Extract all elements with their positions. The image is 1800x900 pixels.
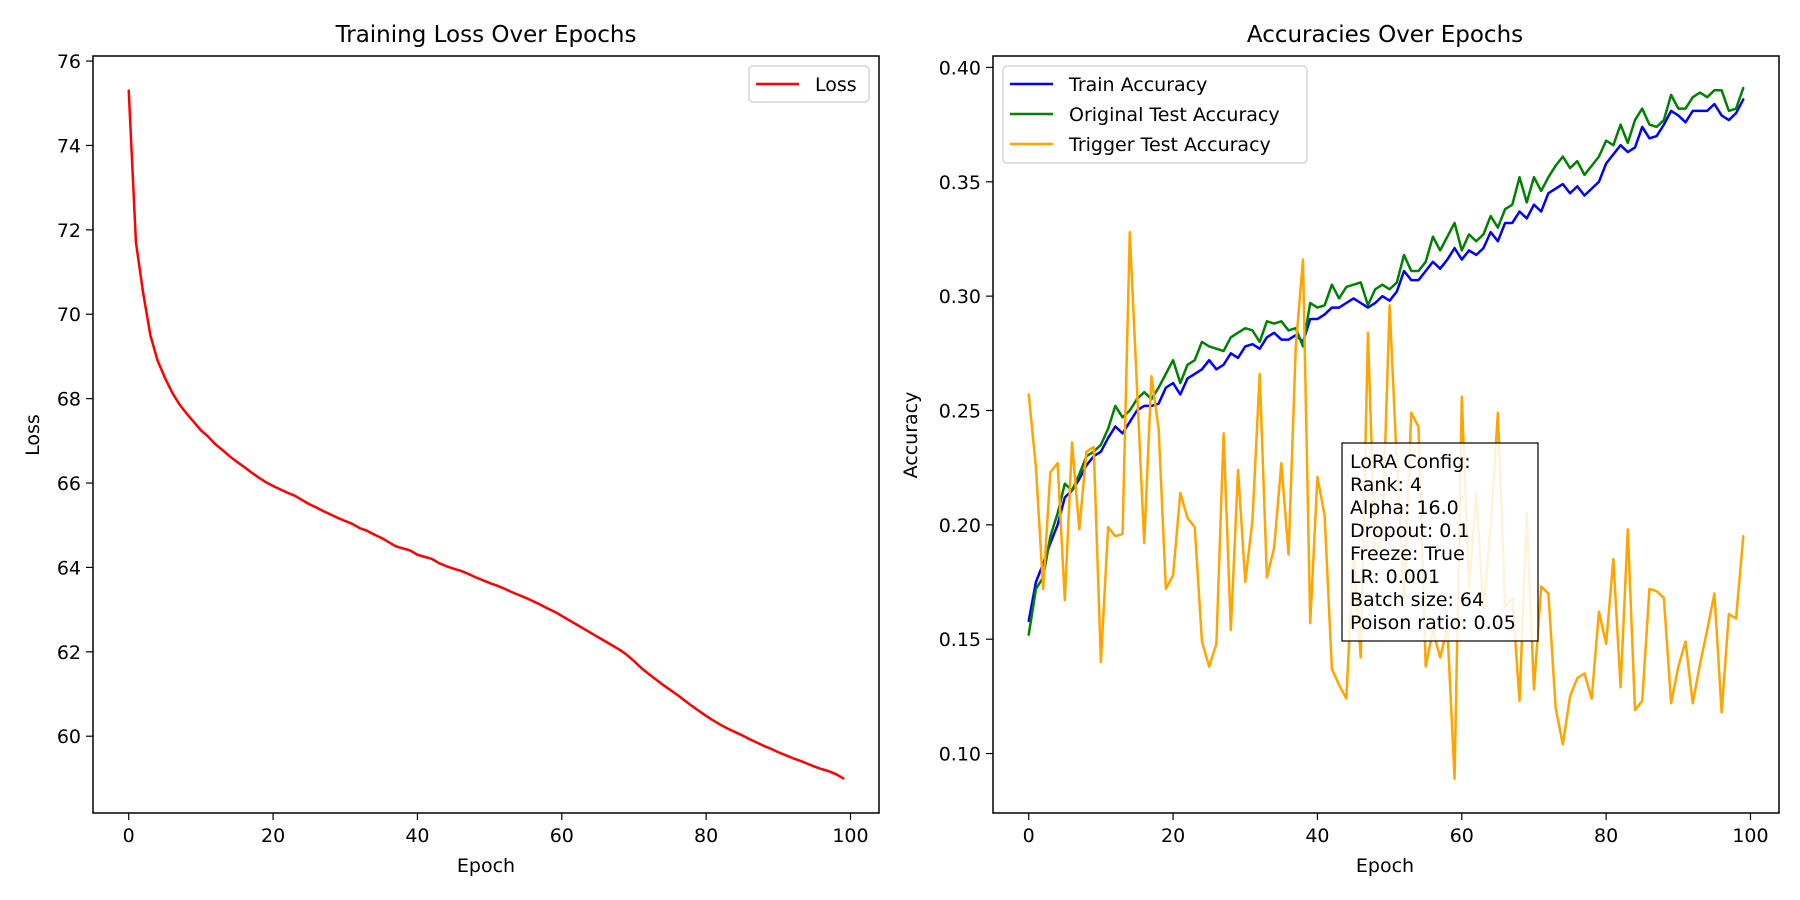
accuracy-x-tick-label: 0 [1023, 825, 1035, 847]
loss-y-tick-label: 62 [57, 642, 81, 664]
lora-config-box [1341, 442, 1539, 642]
accuracy-y-tick-label: 0.25 [939, 400, 981, 422]
accuracy-y-tick-label: 0.30 [939, 286, 981, 308]
lora-config-annotation: LoRA Config: Rank: 4 Alpha: 16.0 Dropout… [1341, 442, 1539, 642]
loss-chart-title: Training Loss Over Epochs [335, 22, 637, 48]
loss-legend-label: Loss [815, 74, 857, 96]
lora-config-line: Dropout: 0.1 [1350, 520, 1469, 542]
accuracy-y-tick-label: 0.35 [939, 172, 981, 194]
lora-config-line: LR: 0.001 [1350, 566, 1440, 588]
loss-x-axis-label: Epoch [457, 855, 515, 877]
loss-legend-box [748, 65, 870, 103]
accuracy-legend: Train Accuracy Original Test Accuracy Tr… [1002, 65, 1308, 164]
loss-x-ticks: 0 20 40 60 80 100 [123, 813, 869, 847]
loss-y-tick-label: 68 [57, 389, 81, 411]
accuracy-x-tick-label: 80 [1594, 825, 1618, 847]
loss-x-tick-label: 100 [832, 825, 868, 847]
accuracy-x-tick-label: 60 [1450, 825, 1474, 847]
loss-x-tick-label: 80 [694, 825, 718, 847]
accuracy-chart: Accuracies Over Epochs 0 20 40 60 80 100 0.10… [900, 22, 1780, 877]
accuracy-y-tick-label: 0.15 [939, 629, 981, 651]
accuracy-legend-box [1002, 65, 1308, 164]
accuracy-y-tick-label: 0.10 [939, 744, 981, 766]
loss-chart: Training Loss Over Epochs 0 20 40 60 80 100 6… [22, 22, 880, 877]
accuracy-series-group [1027, 86, 1745, 780]
loss-series-group [127, 89, 845, 780]
lora-config-line: Freeze: True [1350, 543, 1465, 565]
loss-y-axis-label: Loss [22, 414, 44, 456]
lora-config-line: Alpha: 16.0 [1350, 497, 1459, 519]
loss-y-ticks: 60 62 64 66 68 70 72 74 76 [57, 51, 93, 748]
accuracy-plot-frame [992, 55, 1780, 814]
original-test-accuracy-series-line [1027, 86, 1745, 636]
original-test-accuracy-legend-label: Original Test Accuracy [1069, 104, 1280, 126]
loss-x-tick-label: 20 [261, 825, 285, 847]
loss-y-tick-label: 72 [57, 220, 81, 242]
loss-x-tick-label: 40 [405, 825, 429, 847]
loss-x-tick-label: 60 [550, 825, 574, 847]
loss-y-tick-label: 76 [57, 51, 81, 73]
lora-config-line: Poison ratio: 0.05 [1350, 612, 1516, 634]
train-accuracy-legend-label: Train Accuracy [1068, 74, 1207, 96]
lora-config-line: LoRA Config: [1350, 451, 1471, 473]
loss-y-tick-label: 60 [57, 726, 81, 748]
lora-config-line: Rank: 4 [1350, 474, 1422, 496]
loss-y-tick-label: 74 [57, 135, 81, 157]
accuracy-chart-title: Accuracies Over Epochs [1247, 22, 1523, 48]
accuracy-x-tick-label: 20 [1161, 825, 1185, 847]
accuracy-x-axis-label: Epoch [1356, 855, 1414, 877]
accuracy-y-axis-label: Accuracy [900, 392, 922, 479]
accuracy-y-tick-label: 0.20 [939, 515, 981, 537]
accuracy-y-tick-label: 0.40 [939, 57, 981, 79]
trigger-test-accuracy-legend-label: Trigger Test Accuracy [1068, 134, 1271, 156]
loss-x-tick-label: 0 [123, 825, 135, 847]
loss-plot-frame [92, 55, 880, 814]
accuracy-x-ticks: 0 20 40 60 80 100 [1023, 813, 1769, 847]
trigger-test-accuracy-series-line [1027, 230, 1745, 780]
accuracy-x-tick-label: 40 [1305, 825, 1329, 847]
accuracy-x-tick-label: 100 [1732, 825, 1768, 847]
loss-series-line [127, 89, 845, 780]
lora-config-line: Batch size: 64 [1350, 589, 1484, 611]
loss-y-tick-label: 64 [57, 557, 81, 579]
train-accuracy-series-line [1027, 98, 1745, 623]
loss-legend: Loss [748, 65, 870, 103]
loss-y-tick-label: 70 [57, 304, 81, 326]
accuracy-y-ticks: 0.10 0.15 0.20 0.25 0.30 0.35 0.40 [939, 57, 993, 766]
loss-y-tick-label: 66 [57, 473, 81, 495]
